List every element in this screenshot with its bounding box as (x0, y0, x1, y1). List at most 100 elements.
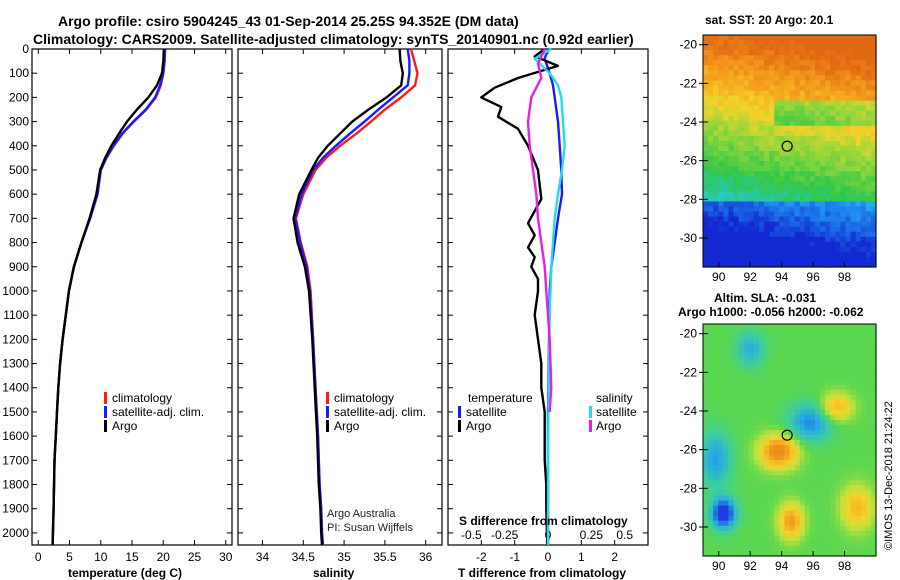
heatmap-cell (758, 65, 765, 71)
map-x-tick-label: 96 (806, 270, 820, 284)
heatmap-cell (850, 500, 857, 507)
heatmap-cell (779, 221, 786, 228)
heatmap-cell (789, 110, 796, 117)
heatmap-cell (870, 171, 877, 177)
heatmap-cell (779, 125, 786, 132)
heatmap-cell (799, 409, 806, 416)
heatmap-cell (758, 211, 765, 218)
heatmap-cell (789, 211, 796, 218)
heatmap-cell (840, 394, 847, 401)
heatmap-cell (814, 545, 821, 552)
heatmap-cell (733, 339, 740, 345)
heatmap-cell (794, 374, 801, 381)
heatmap-cell (728, 140, 735, 147)
heatmap-cell (733, 434, 740, 441)
heatmap-cell (748, 480, 755, 486)
heatmap-cell (855, 349, 862, 355)
heatmap-cell (703, 241, 709, 248)
heatmap-cell (860, 65, 867, 71)
heatmap-cell (748, 545, 755, 552)
heatmap-cell (764, 475, 770, 481)
heatmap-cell (865, 171, 872, 177)
heatmap-cell (814, 201, 821, 208)
heatmap-cell (804, 75, 811, 81)
heatmap-cell (764, 135, 770, 142)
heatmap-cell (870, 186, 877, 192)
heatmap-cell (774, 80, 780, 87)
heatmap-cell (840, 470, 847, 476)
heatmap-cell (748, 80, 755, 87)
heatmap-cell (825, 156, 831, 162)
heatmap-cell (758, 389, 765, 396)
heatmap-cell (753, 236, 760, 243)
heatmap-cell (728, 241, 735, 248)
heatmap-cell (825, 211, 831, 218)
heatmap-cell (809, 135, 816, 142)
heatmap-cell (738, 80, 745, 87)
heatmap-cell (779, 324, 786, 330)
heatmap-cell (774, 65, 780, 71)
heatmap-cell (748, 70, 755, 76)
heatmap-cell (703, 186, 709, 192)
heatmap-cell (703, 251, 709, 258)
heatmap-cell (860, 409, 867, 416)
heatmap-cell (799, 151, 806, 157)
heatmap-cell (733, 379, 740, 386)
heatmap-cell (703, 226, 709, 233)
heatmap-cell (804, 535, 811, 542)
heatmap-cell (718, 50, 724, 56)
heatmap-cell (738, 236, 745, 243)
heatmap-cell (779, 231, 786, 238)
heatmap-cell (825, 394, 831, 401)
heatmap-cell (769, 191, 775, 197)
heatmap-cell (860, 429, 867, 436)
heatmap-cell (743, 140, 750, 147)
heatmap-cell (789, 344, 796, 350)
heatmap-cell (814, 475, 821, 481)
heatmap-cell (748, 125, 755, 132)
heatmap-cell (820, 115, 826, 122)
heatmap-cell (733, 424, 740, 431)
heatmap-cell (870, 201, 877, 208)
heatmap-cell (845, 110, 852, 117)
heatmap-cell (738, 110, 745, 117)
heatmap-cell (830, 329, 836, 335)
heatmap-cell (804, 216, 811, 223)
heatmap-cell (855, 409, 862, 416)
heatmap-cell (799, 520, 806, 527)
heatmap-cell (799, 55, 806, 61)
heatmap-cell (870, 369, 877, 376)
heatmap-cell (718, 339, 724, 345)
heatmap-cell (789, 520, 796, 527)
heatmap-cell (784, 166, 791, 172)
heatmap-cell (703, 130, 709, 137)
heatmap-cell (830, 151, 836, 157)
heatmap-cell (814, 344, 821, 350)
heatmap-cell (753, 206, 760, 213)
heatmap-cell (830, 115, 836, 122)
heatmap-cell (830, 50, 836, 56)
heatmap-cell (845, 434, 852, 441)
map-x-tick-label: 98 (838, 270, 852, 284)
heatmap-cell (850, 419, 857, 426)
heatmap-cell (789, 191, 796, 197)
heatmap-cell (799, 145, 806, 152)
heatmap-cell (825, 221, 831, 228)
heatmap-cell (804, 389, 811, 396)
heatmap-cell (825, 460, 831, 466)
heatmap-cell (743, 100, 750, 107)
heatmap-cell (738, 369, 745, 376)
heatmap-cell (713, 246, 719, 253)
heatmap-cell (733, 505, 740, 512)
heatmap-cell (789, 460, 796, 466)
heatmap-cell (814, 110, 821, 117)
heatmap-cell (733, 384, 740, 391)
heatmap-cell (769, 374, 775, 381)
heatmap-cell (728, 545, 735, 552)
heatmap-cell (774, 251, 780, 258)
heatmap-cell (758, 135, 765, 142)
heatmap-cell (789, 354, 796, 360)
heatmap-cell (850, 130, 857, 137)
heatmap-cell (769, 221, 775, 228)
heatmap-cell (860, 125, 867, 132)
